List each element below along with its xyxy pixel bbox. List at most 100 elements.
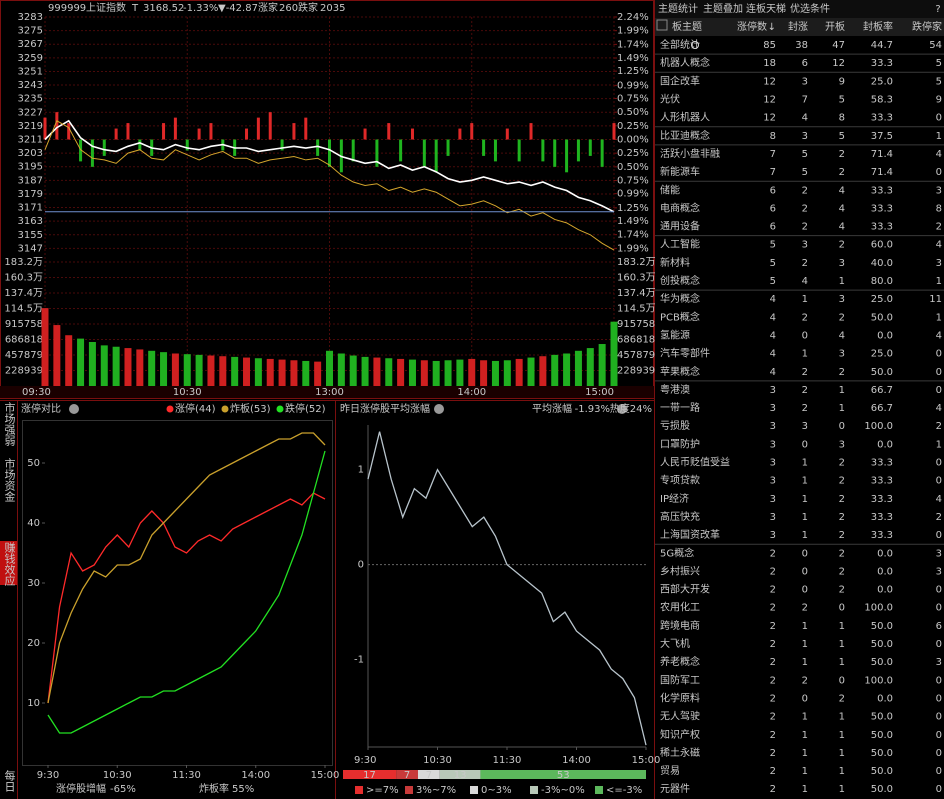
side-tab[interactable]: 每日 <box>3 769 16 792</box>
panel-title: 涨停对比 <box>21 402 61 415</box>
breadth-bar <box>90 139 94 167</box>
help-button[interactable]: ? <box>935 4 940 15</box>
breadth-bar <box>138 139 142 151</box>
theme-name[interactable]: 人工智能 <box>660 238 700 251</box>
table-cell: 2 <box>770 693 776 704</box>
volume-bar <box>456 359 464 386</box>
breadth-bar <box>517 139 521 162</box>
info-icon[interactable] <box>617 404 627 414</box>
theme-name[interactable]: 新能源车 <box>660 165 700 178</box>
legend-label: <=-3% <box>606 785 642 796</box>
distribution-value: 7 <box>426 770 432 781</box>
theme-name[interactable]: 氢能源 <box>660 328 690 341</box>
column-header[interactable]: 封涨 <box>788 20 808 33</box>
legend-label: -3%~0% <box>541 785 585 796</box>
column-header[interactable]: 板主题 <box>672 20 702 33</box>
volume-tick-label: 137.4万 <box>4 288 43 299</box>
theme-name[interactable]: 苹果概念 <box>660 365 700 378</box>
table-cell: 0 <box>802 693 808 704</box>
table-cell: 0 <box>936 639 942 650</box>
volume-bar <box>574 350 582 386</box>
theme-name[interactable]: 化学原料 <box>660 691 700 704</box>
theme-name[interactable]: 华为概念 <box>660 292 700 305</box>
tab[interactable]: 主题统计 <box>658 2 698 15</box>
tab[interactable]: 连板天梯 <box>746 2 786 15</box>
theme-name[interactable]: 乡村振兴 <box>660 564 700 577</box>
column-header[interactable]: 跌停家 <box>912 20 942 33</box>
table-cell: 1 <box>839 276 845 287</box>
side-tab[interactable]: 市场资金 <box>3 457 16 502</box>
info-icon[interactable] <box>434 404 444 414</box>
theme-name[interactable]: 上海国资改革 <box>660 528 720 541</box>
tab[interactable]: 优选条件 <box>790 2 830 15</box>
tab[interactable]: 主题叠加 <box>703 3 743 15</box>
theme-name[interactable]: 稀土永磁 <box>660 746 700 759</box>
breadth-bar <box>292 123 296 140</box>
theme-name[interactable]: 新材料 <box>660 256 690 269</box>
table-cell: 1 <box>802 639 808 650</box>
theme-name[interactable]: 光伏 <box>660 93 680 106</box>
theme-name[interactable]: 大飞机 <box>660 637 690 650</box>
table-header-bg <box>655 18 944 36</box>
theme-name[interactable]: 5G概念 <box>660 546 694 559</box>
legend-swatch <box>355 786 363 794</box>
checkbox-icon[interactable] <box>656 19 668 31</box>
theme-name[interactable]: PCB概念 <box>660 310 700 323</box>
theme-name[interactable]: IP经济 <box>660 492 689 505</box>
theme-name[interactable]: 国防军工 <box>660 673 700 686</box>
theme-name[interactable]: 比亚迪概念 <box>660 129 710 142</box>
theme-name[interactable]: 全部统计 <box>660 38 700 51</box>
info-icon[interactable] <box>69 404 79 414</box>
theme-name[interactable]: 人形机器人 <box>660 111 710 124</box>
theme-name[interactable]: 电商概念 <box>660 201 700 214</box>
table-cell: 2 <box>770 730 776 741</box>
breadth-bar <box>446 139 450 156</box>
theme-name[interactable]: 人民币贬值受益 <box>660 456 730 469</box>
y2-tick-label: 1.25% <box>617 203 649 214</box>
volume-bar <box>65 335 73 386</box>
table-cell: 50.0 <box>871 730 893 741</box>
y-tick-label: 3283 <box>18 12 43 23</box>
column-header[interactable]: 涨停数 <box>737 20 767 33</box>
side-tab[interactable]: 市场强弱 <box>3 401 16 447</box>
volume-tick-label: 183.2万 <box>4 257 43 268</box>
theme-name[interactable]: 汽车零部件 <box>660 347 710 360</box>
theme-name[interactable]: 一带一路 <box>660 401 700 414</box>
theme-name[interactable]: 国企改革 <box>660 74 700 87</box>
legend-label: 0~3% <box>481 785 512 796</box>
theme-name[interactable]: 高压快充 <box>660 510 700 523</box>
theme-name[interactable]: 贸易 <box>660 765 680 777</box>
table-cell: 2 <box>802 203 808 214</box>
theme-name[interactable]: 西部大开发 <box>660 583 710 596</box>
y-tick-label: 3219 <box>18 121 43 132</box>
theme-name[interactable]: 通用设备 <box>660 220 700 233</box>
theme-name[interactable]: 知识产权 <box>660 728 700 741</box>
theme-name[interactable]: 创投概念 <box>660 274 700 287</box>
theme-name[interactable]: 机器人概念 <box>660 56 710 69</box>
table-cell: 3 <box>770 494 776 505</box>
table-cell: 0.0 <box>877 566 893 577</box>
theme-name[interactable]: 亏损股 <box>660 419 690 432</box>
volume-tick-label: 686818 <box>5 335 43 346</box>
theme-name[interactable]: 跨境电商 <box>660 619 700 632</box>
volume-bar <box>302 360 310 386</box>
volume-tick-label: 137.4万 <box>617 288 656 299</box>
table-cell: 80.0 <box>871 276 893 287</box>
theme-name[interactable]: 农用化工 <box>660 601 700 614</box>
theme-name[interactable]: 活跃小盘非融 <box>660 147 720 160</box>
theme-name[interactable]: 无人驾驶 <box>660 710 700 723</box>
table-cell: 1 <box>839 621 845 632</box>
side-tab[interactable]: 赚钱效应 <box>3 541 16 587</box>
table-cell: 1 <box>802 349 808 360</box>
volume-bar <box>610 321 618 386</box>
theme-name[interactable]: 元器件 <box>660 783 690 795</box>
table-cell: 2 <box>839 312 845 323</box>
theme-name[interactable]: 粤港澳 <box>660 383 690 396</box>
theme-name[interactable]: 养老概念 <box>660 655 700 668</box>
theme-name[interactable]: 口罩防护 <box>660 437 700 450</box>
theme-name[interactable]: 专项贷款 <box>660 474 700 487</box>
column-header[interactable]: 开板 <box>825 20 845 33</box>
breadth-bar <box>79 139 83 162</box>
column-header[interactable]: 封板率 <box>863 20 893 33</box>
theme-name[interactable]: 储能 <box>660 183 680 196</box>
